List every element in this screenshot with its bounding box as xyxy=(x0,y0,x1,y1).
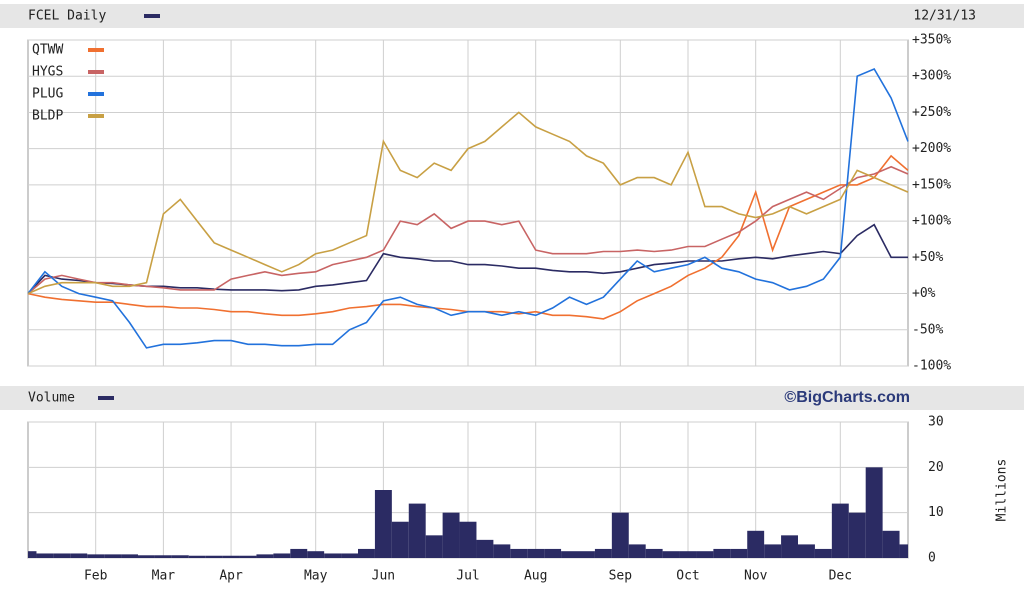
volume-bar xyxy=(798,544,815,558)
legend-label: FCEL Daily xyxy=(28,9,106,24)
volume-bar xyxy=(747,530,765,558)
volume-bar xyxy=(28,551,37,558)
y-tick-label: +150% xyxy=(912,177,951,192)
y-tick-label: 20 xyxy=(928,460,944,475)
volume-bar xyxy=(781,535,798,558)
volume-bar xyxy=(814,548,832,558)
volume-bar xyxy=(578,551,595,558)
volume-bar xyxy=(391,521,409,558)
y-tick-label: +0% xyxy=(912,286,936,301)
x-tick-label: Apr xyxy=(219,569,243,584)
volume-bar xyxy=(882,530,900,558)
legend-swatch xyxy=(88,92,104,96)
x-tick-label: Nov xyxy=(744,569,768,584)
y-axis-label: Millions xyxy=(995,459,1010,522)
y-tick-label: +100% xyxy=(912,214,951,229)
x-tick-label: Dec xyxy=(829,569,852,584)
y-tick-label: +350% xyxy=(912,33,951,48)
legend-swatch xyxy=(88,48,104,52)
volume-bar xyxy=(865,467,883,558)
y-tick-label: 10 xyxy=(928,505,944,520)
volume-bar xyxy=(188,555,206,558)
volume-bar xyxy=(713,548,731,558)
volume-bar xyxy=(510,548,528,558)
volume-bar xyxy=(239,555,257,558)
x-tick-label: Feb xyxy=(84,569,108,584)
volume-bar xyxy=(730,548,748,558)
date-label: 12/31/13 xyxy=(913,9,976,24)
legend-label: BLDP xyxy=(32,109,63,124)
x-tick-label: Sep xyxy=(609,569,633,584)
series-line xyxy=(27,223,908,295)
legend-label: PLUG xyxy=(32,87,63,102)
y-tick-label: +300% xyxy=(912,69,951,84)
volume-bar xyxy=(442,512,460,558)
volume-bar xyxy=(358,548,375,558)
volume-bar xyxy=(831,503,849,558)
volume-bar xyxy=(171,555,189,558)
volume-bar xyxy=(408,503,426,558)
legend-swatch xyxy=(88,114,104,118)
legend-label: QTWW xyxy=(32,43,63,58)
volume-bar xyxy=(154,555,172,558)
volume-bar xyxy=(374,490,392,558)
volume-bar xyxy=(256,554,274,558)
volume-bar xyxy=(476,539,494,558)
x-tick-label: Jul xyxy=(456,569,479,584)
credit: ©BigCharts.com xyxy=(784,389,910,406)
volume-bar xyxy=(324,553,342,558)
volume-bar xyxy=(527,548,545,558)
y-tick-label: +250% xyxy=(912,105,951,120)
volume-bar xyxy=(764,544,782,558)
volume-bar xyxy=(611,512,629,558)
volume-bar xyxy=(104,554,122,558)
x-tick-label: Jun xyxy=(372,569,395,584)
volume-bar xyxy=(544,548,562,558)
y-tick-label: 30 xyxy=(928,415,944,430)
volume-bar xyxy=(459,521,477,558)
volume-bar xyxy=(138,555,155,558)
volume-title: Volume xyxy=(28,391,75,406)
volume-bar xyxy=(87,554,105,558)
volume-bar xyxy=(628,544,646,558)
volume-bar xyxy=(662,551,680,558)
volume-bar xyxy=(696,551,714,558)
legend-swatch xyxy=(88,70,104,74)
volume-bar xyxy=(70,553,88,558)
x-tick-label: May xyxy=(304,569,328,584)
volume-header-bar xyxy=(0,386,1024,410)
y-tick-label: -50% xyxy=(912,322,943,337)
volume-bar xyxy=(341,553,358,558)
volume-bar xyxy=(899,544,908,558)
volume-bar xyxy=(273,553,291,558)
series-line xyxy=(27,111,909,295)
y-tick-label: +200% xyxy=(912,141,951,156)
volume-bar xyxy=(493,544,511,558)
volume-bar xyxy=(121,554,138,558)
x-tick-label: Mar xyxy=(152,569,176,584)
x-tick-label: Oct xyxy=(676,569,699,584)
volume-bar xyxy=(36,553,54,558)
volume-bar xyxy=(679,551,697,558)
volume-bar xyxy=(645,548,663,558)
y-tick-label: 0 xyxy=(928,551,936,566)
volume-bar xyxy=(307,551,325,558)
legend-swatch xyxy=(144,14,160,18)
volume-bar xyxy=(53,553,71,558)
x-tick-label: Aug xyxy=(524,569,547,584)
volume-bar xyxy=(205,555,223,558)
y-tick-label: -100% xyxy=(912,359,951,374)
volume-bar xyxy=(594,548,612,558)
volume-bar xyxy=(290,548,308,558)
y-tick-label: +50% xyxy=(912,250,943,265)
series-line xyxy=(27,67,909,349)
legend-label: HYGS xyxy=(32,65,63,80)
volume-bar xyxy=(222,555,240,558)
volume-bar xyxy=(848,512,866,558)
header-bar xyxy=(0,4,1024,28)
volume-bar xyxy=(425,535,443,558)
volume-bar xyxy=(561,551,578,558)
legend-swatch xyxy=(98,396,114,400)
